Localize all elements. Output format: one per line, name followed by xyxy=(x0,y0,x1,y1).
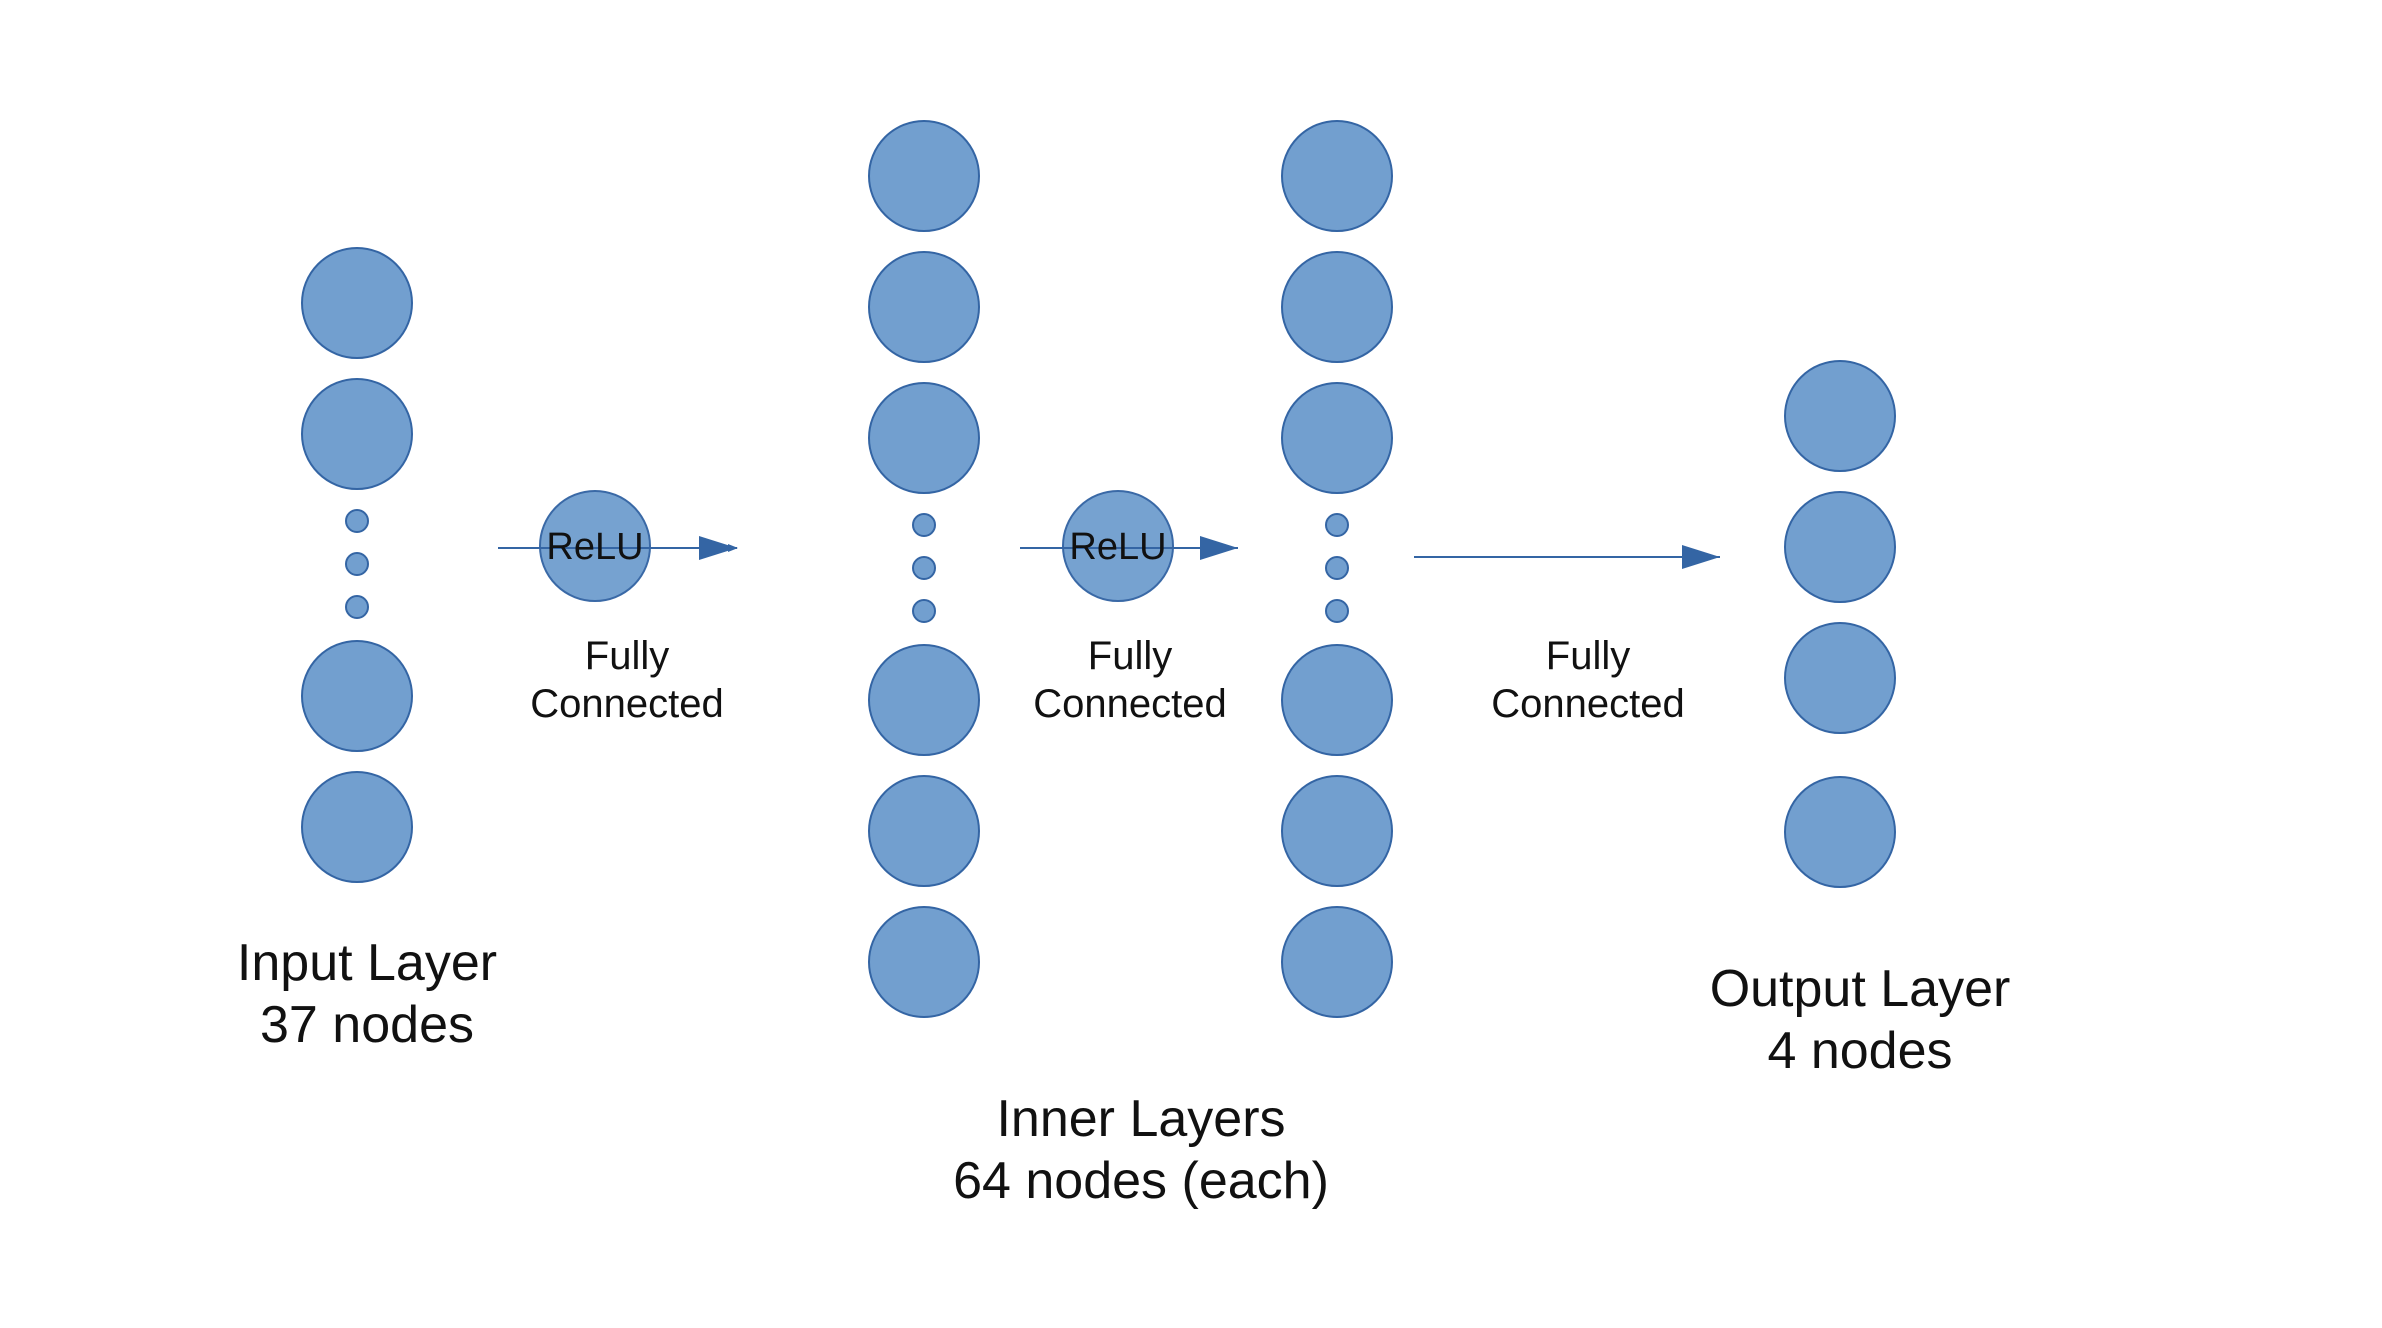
inner-node xyxy=(868,644,980,756)
inner-node xyxy=(868,906,980,1018)
layer-name: Output Layer xyxy=(1710,960,2011,1018)
input-node xyxy=(301,771,413,883)
input-layer-caption: Input Layer 37 nodes xyxy=(237,934,497,1054)
ellipsis-dot xyxy=(1325,513,1349,537)
layer-count: 37 nodes xyxy=(260,996,474,1054)
output-layer-caption: Output Layer 4 nodes xyxy=(1710,960,2011,1080)
ellipsis-dot xyxy=(345,595,369,619)
input-node xyxy=(301,378,413,490)
ellipsis-dot xyxy=(345,509,369,533)
inner-layer-2-nodes xyxy=(1281,120,1393,1018)
activation-label: ReLU xyxy=(1069,526,1166,568)
inner-node xyxy=(1281,251,1393,363)
ellipsis-dot xyxy=(1325,599,1349,623)
connection-label-line1: Fully xyxy=(1546,634,1630,678)
inner-layers-caption: Inner Layers 64 nodes (each) xyxy=(953,1090,1329,1210)
connection-label-line1: Fully xyxy=(585,634,669,678)
inner-node xyxy=(868,251,980,363)
inner-node xyxy=(1281,382,1393,494)
input-node xyxy=(301,640,413,752)
connection-label-line2: Connected xyxy=(530,682,723,726)
output-node xyxy=(1784,776,1896,888)
output-node xyxy=(1784,622,1896,734)
ellipsis-dot xyxy=(345,552,369,576)
arrowhead-icon xyxy=(1200,536,1238,560)
inner-node xyxy=(1281,775,1393,887)
ellipsis-dot xyxy=(912,599,936,623)
relu-node xyxy=(539,490,651,602)
arrowhead-icon xyxy=(699,536,737,560)
inner-node xyxy=(868,775,980,887)
layer-count: 4 nodes xyxy=(1767,1022,1952,1080)
relu-node xyxy=(1062,490,1174,602)
layer-count: 64 nodes (each) xyxy=(953,1152,1329,1210)
input-node xyxy=(301,247,413,359)
output-node xyxy=(1784,360,1896,472)
inner-node xyxy=(1281,644,1393,756)
layer-name: Input Layer xyxy=(237,934,497,992)
ellipsis-dot xyxy=(1325,556,1349,580)
ellipsis-dot xyxy=(912,513,936,537)
inner-layer-1-nodes xyxy=(868,120,980,1018)
output-layer-nodes xyxy=(1784,360,1896,888)
arrowhead-icon xyxy=(1682,545,1720,569)
inner-node xyxy=(1281,120,1393,232)
activation-label: ReLU xyxy=(546,526,643,568)
connection-label-line1: Fully xyxy=(1088,634,1172,678)
connection-label-line2: Connected xyxy=(1491,682,1684,726)
connection-2: ReLU Fully Connected xyxy=(1020,490,1238,726)
inner-node xyxy=(868,120,980,232)
connection-label-line2: Connected xyxy=(1033,682,1226,726)
ellipsis-dot xyxy=(912,556,936,580)
inner-node xyxy=(1281,906,1393,1018)
inner-node xyxy=(868,382,980,494)
connection-3: Fully Connected xyxy=(1414,545,1720,726)
input-layer-nodes xyxy=(301,247,413,883)
output-node xyxy=(1784,491,1896,603)
layer-name: Inner Layers xyxy=(996,1090,1285,1148)
connection-1: ReLU Fully Connected xyxy=(498,490,738,726)
